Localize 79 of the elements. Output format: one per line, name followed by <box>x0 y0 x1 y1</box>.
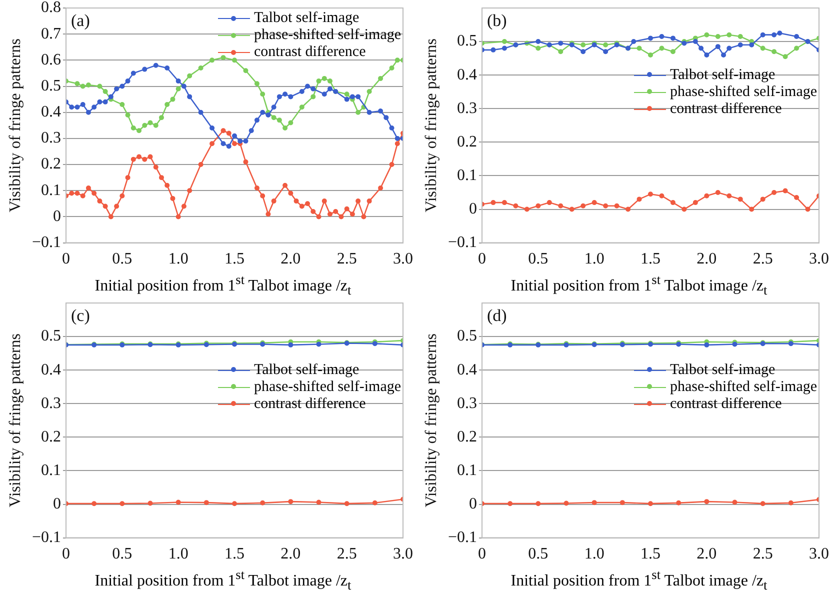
x-tick-label: 3.0 <box>809 250 829 268</box>
legend-label: Talbot self-image <box>254 10 360 27</box>
annotation: (b) <box>487 10 507 30</box>
x-tick-label: 1.0 <box>168 250 188 268</box>
y-tick-label: 0 <box>469 495 477 512</box>
y-axis-title: Visibility of fringe patterns <box>422 334 440 508</box>
x-tick-label: 1.0 <box>584 250 604 268</box>
y-tick-label: 0.5 <box>457 328 477 345</box>
legend-label: phase-shifted self-image <box>670 84 818 101</box>
annotation: (a) <box>71 10 90 30</box>
x-tick-label: 0.5 <box>528 546 548 563</box>
y-axis-title: Visibility of fringe patterns <box>6 334 24 508</box>
legend-label: contrast difference <box>254 396 366 413</box>
x-tick-label: 1.5 <box>224 250 244 268</box>
x-tick-label: 1.0 <box>168 546 188 563</box>
y-tick-label: 0.3 <box>41 130 61 147</box>
x-tick-label: 3.0 <box>809 546 829 563</box>
x-tick-label: 2.5 <box>752 546 773 563</box>
x-tick-label: 2.0 <box>696 250 717 268</box>
legend-label: Talbot self-image <box>670 362 776 379</box>
y-tick-label: 0.5 <box>41 328 61 345</box>
y-tick-label: 0.5 <box>41 77 61 94</box>
y-tick-label: 0.4 <box>41 104 61 121</box>
y-tick-label: −0.1 <box>32 234 61 252</box>
annotation: (c) <box>71 306 90 325</box>
y-tick-label: 0 <box>53 495 61 512</box>
y-tick-label: 0.3 <box>457 100 477 117</box>
x-tick-label: 0.5 <box>112 546 132 563</box>
y-tick-label: −0.1 <box>448 234 477 252</box>
x-axis-title: Initial position from 1$^{st}$ Talbot image /z$_{t}$ <box>94 566 352 590</box>
y-tick-label: 0.5 <box>457 32 477 50</box>
legend-label: contrast difference <box>670 100 782 118</box>
x-tick-label: 2.0 <box>280 250 301 268</box>
x-tick-label: 2.0 <box>280 546 301 563</box>
y-axis-title: Visibility of fringe patterns <box>422 38 440 212</box>
x-tick-label: 1.5 <box>224 546 244 563</box>
y-tick-label: 0.1 <box>41 462 61 479</box>
legend-label: phase-shifted self-image <box>254 378 402 396</box>
y-axis-title: Visibility of fringe patterns <box>6 38 24 212</box>
x-tick-label: 0.5 <box>528 250 548 268</box>
x-tick-label: 2.5 <box>336 546 357 563</box>
y-tick-label: 0.2 <box>41 156 61 173</box>
y-tick-label: 0 <box>469 200 477 218</box>
x-tick-label: 2.0 <box>696 546 717 563</box>
y-tick-label: −0.1 <box>448 529 477 546</box>
x-axis-title: Initial position from 1$^{st}$ Talbot image /z$_{t}$ <box>510 271 768 300</box>
legend-label: Talbot self-image <box>254 362 360 379</box>
x-tick-label: 1.5 <box>640 250 660 268</box>
legend-label: phase-shifted self-image <box>254 27 402 44</box>
y-tick-label: 0.7 <box>41 25 61 42</box>
legend-label: contrast difference <box>254 44 366 61</box>
x-tick-label: 2.5 <box>336 250 357 268</box>
x-axis-title: Initial position from 1$^{st}$ Talbot image /z$_{t}$ <box>510 566 768 590</box>
y-tick-label: −0.1 <box>32 529 61 546</box>
y-tick-label: 0.1 <box>457 462 477 479</box>
y-tick-label: 0.1 <box>41 182 61 199</box>
y-tick-label: 0.4 <box>457 66 477 84</box>
y-tick-label: 0.3 <box>457 394 477 412</box>
x-axis-title: Initial position from 1$^{st}$ Talbot image /z$_{t}$ <box>94 271 352 300</box>
legend-label: phase-shifted self-image <box>670 378 818 396</box>
y-tick-label: 0.1 <box>457 166 477 184</box>
x-tick-label: 3.0 <box>393 250 413 268</box>
x-tick-label: 1.0 <box>584 546 604 563</box>
y-tick-label: 0.6 <box>41 51 61 68</box>
legend-label: Talbot self-image <box>670 66 776 84</box>
x-tick-label: 1.5 <box>640 546 660 563</box>
x-tick-label: 0.5 <box>112 250 132 268</box>
y-tick-label: 0.2 <box>41 428 61 446</box>
x-tick-label: 3.0 <box>393 546 413 563</box>
y-tick-label: 0.2 <box>457 133 477 150</box>
y-tick-label: 0.4 <box>41 361 61 378</box>
y-tick-label: 0.2 <box>457 428 477 446</box>
y-tick-label: 0.3 <box>41 394 61 412</box>
y-tick-label: 0.8 <box>41 0 61 16</box>
y-tick-label: 0.4 <box>457 361 477 378</box>
annotation: (d) <box>487 306 507 325</box>
legend-label: contrast difference <box>670 396 782 413</box>
y-tick-label: 0 <box>53 208 61 225</box>
x-tick-label: 2.5 <box>752 250 773 268</box>
